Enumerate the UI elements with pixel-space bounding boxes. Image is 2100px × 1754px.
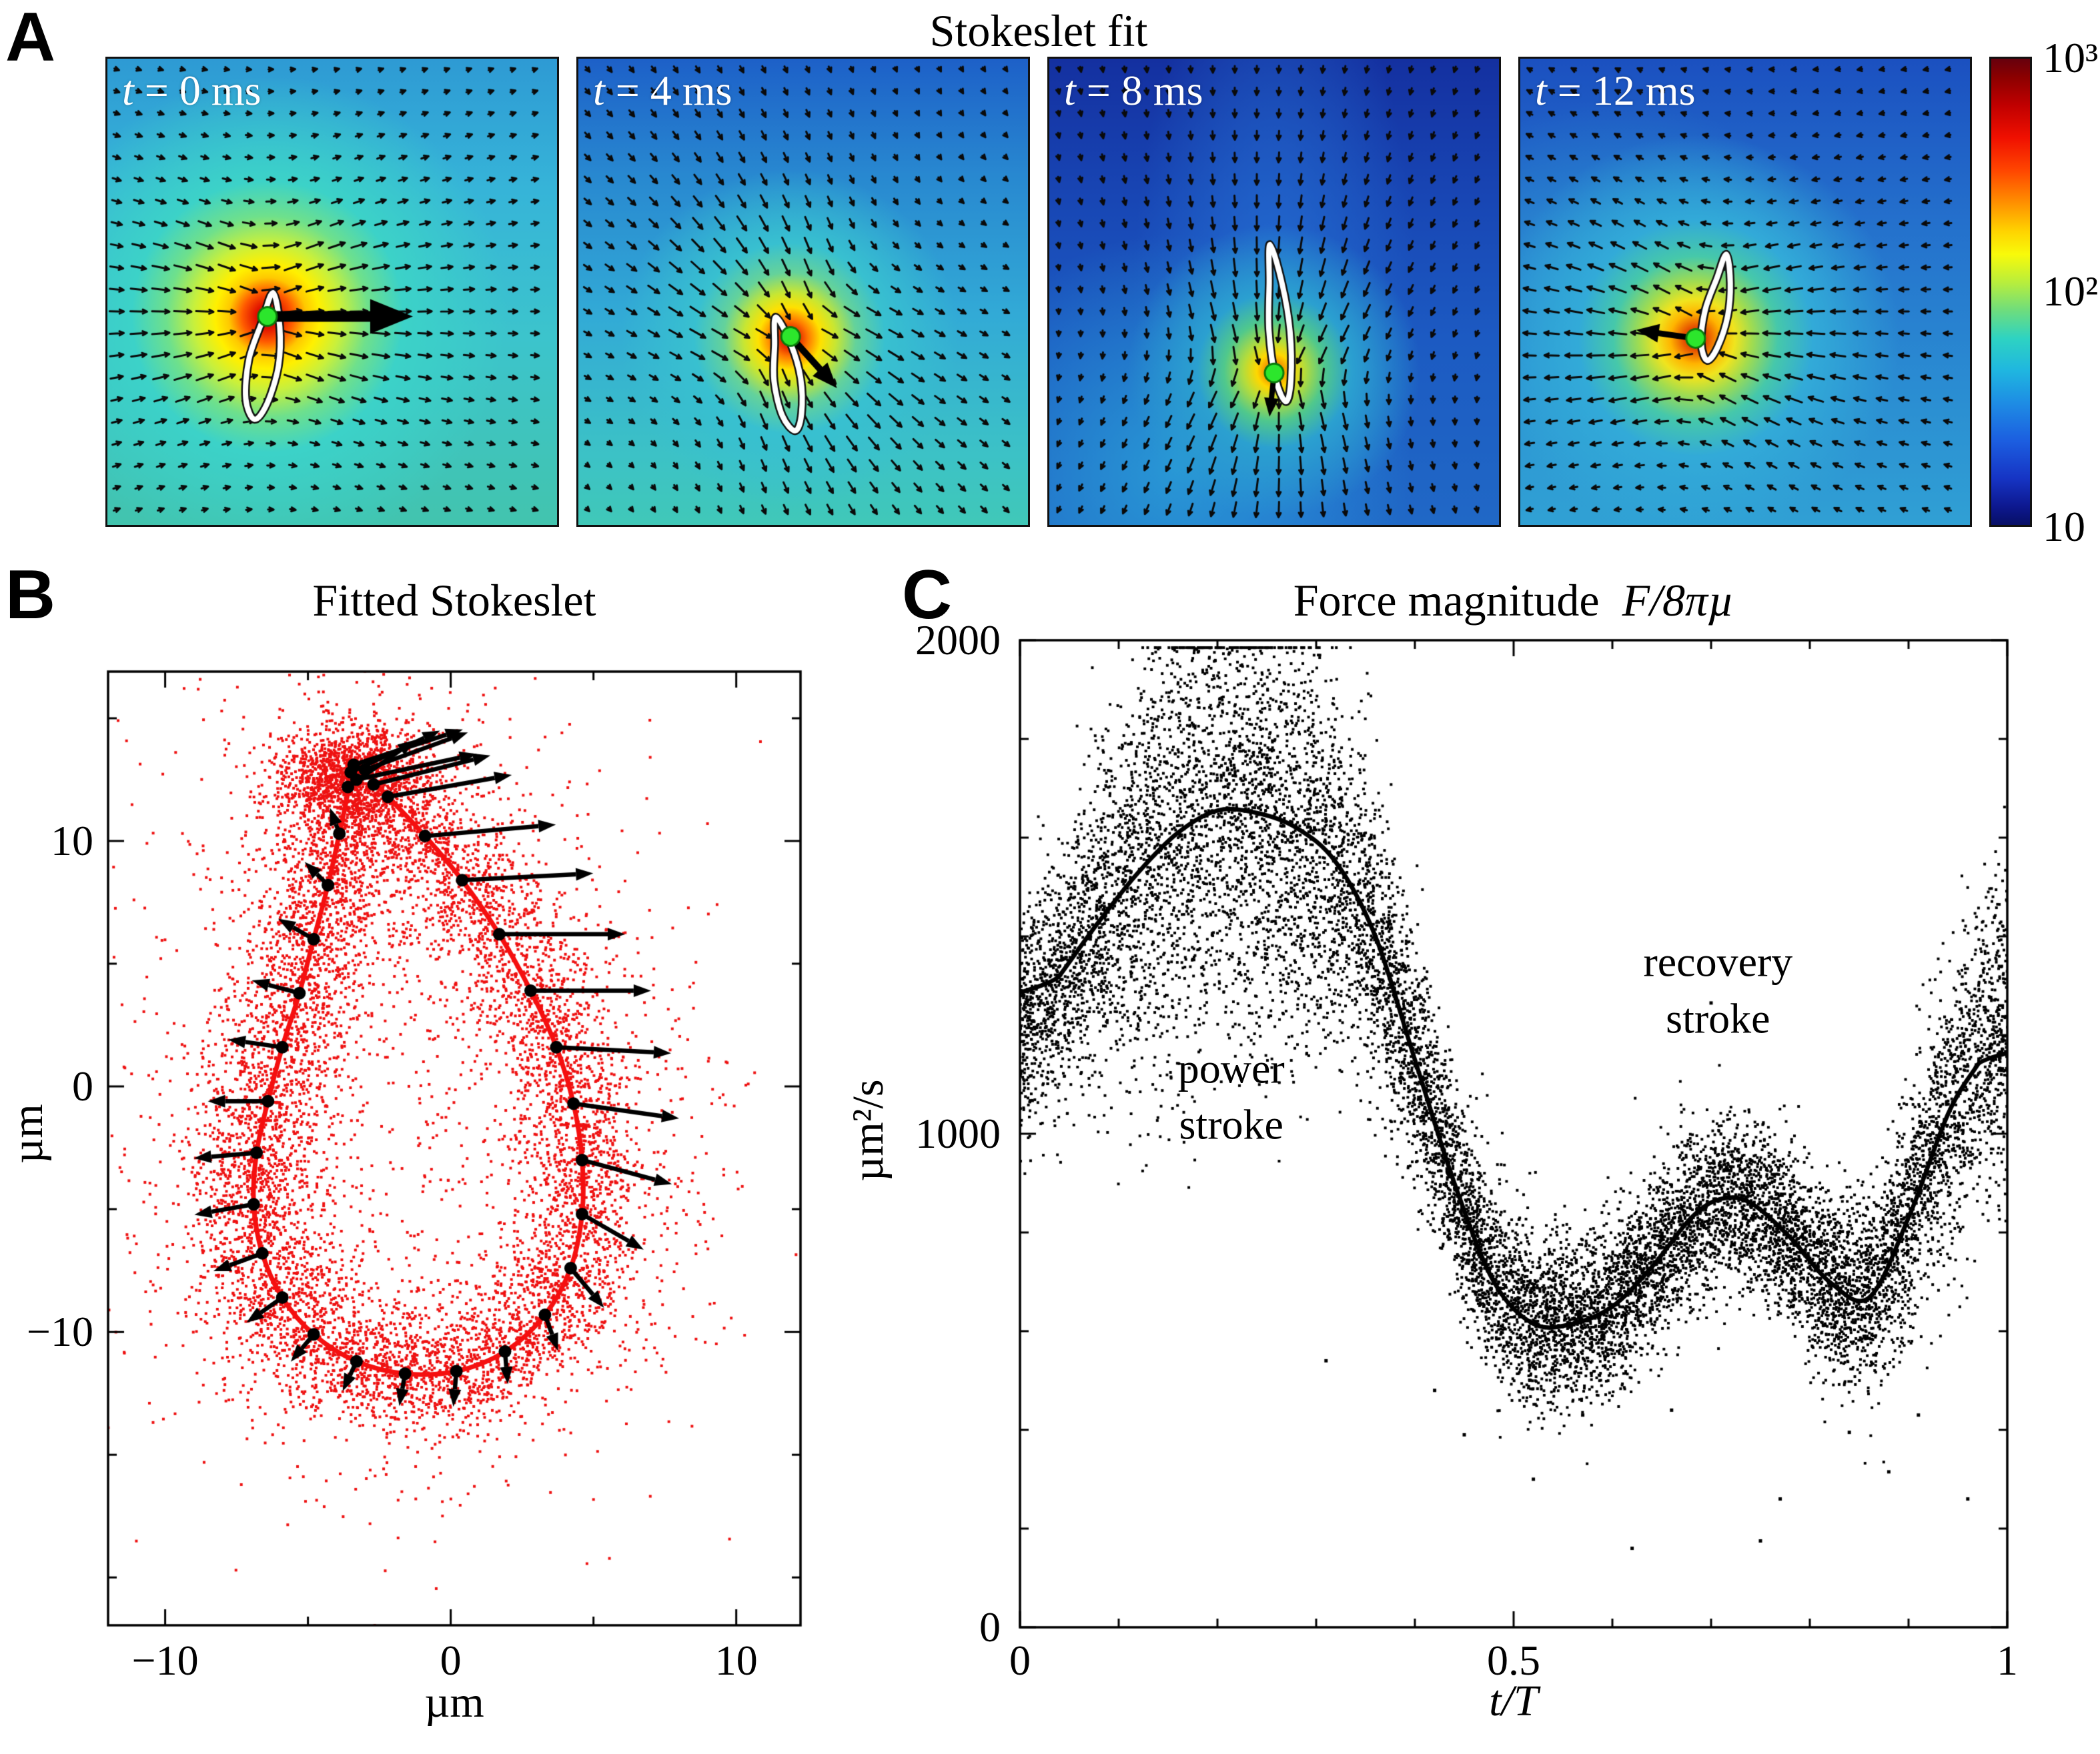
annotation-power-stroke: power stroke <box>1177 1044 1285 1148</box>
annotation-recovery-stroke: recovery stroke <box>1643 938 1793 1042</box>
panel-b-ytick-0: 0 <box>72 1062 93 1110</box>
panel-c-xtick-0: 0 <box>1009 1637 1031 1684</box>
panel-c-ytick-0: 0 <box>979 1603 1001 1651</box>
panel-c-xtick-1: 1 <box>1997 1637 2018 1684</box>
panel-b-ytick--10: −10 <box>26 1308 93 1356</box>
panel-c-ytick-2000: 2000 <box>915 616 1001 664</box>
panel-c-xtick-0.5: 0.5 <box>1487 1637 1540 1684</box>
panel-b-xtick-0: 0 <box>440 1637 462 1684</box>
panel-b-xlabel: µm <box>424 1678 484 1727</box>
panel-b-xtick--10: −10 <box>131 1637 199 1684</box>
panel-c-ytick-1000: 1000 <box>915 1110 1001 1157</box>
panel-b-ytick-10: 10 <box>51 816 93 864</box>
panel-b-xtick-10: 10 <box>714 1637 758 1684</box>
panel-b-ylabel: µm <box>3 1104 52 1164</box>
panel-c-xlabel: t/T <box>1489 1677 1538 1725</box>
